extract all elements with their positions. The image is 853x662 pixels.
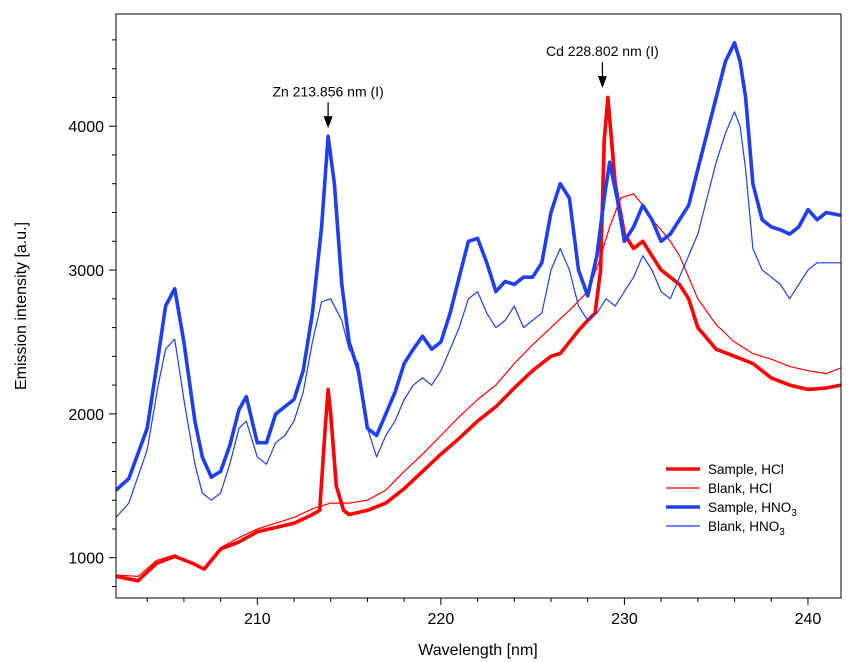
annotations: Zn 213.856 nm (I) Cd 228.802 nm (I) xyxy=(272,43,659,129)
plot-frame xyxy=(115,13,842,599)
legend-label: Blank, HNO3 xyxy=(708,519,785,538)
legend-item-blank-hcl: Blank, HCl xyxy=(666,481,772,496)
legend: Sample, HCl Blank, HCl Sample, HNO3Blank, … xyxy=(666,462,797,538)
peak-annotation-label: Zn 213.856 nm (I) xyxy=(272,83,383,99)
x-tick-label: 220 xyxy=(428,611,455,628)
y-tick-label: 4000 xyxy=(68,119,104,136)
x-axis-label: Wavelength [nm] xyxy=(418,642,537,659)
y-axis-label: Emission intensity [a.u.] xyxy=(13,222,30,390)
x-tick-label: 210 xyxy=(244,611,271,628)
y-tick-label: 3000 xyxy=(68,263,104,280)
axis-ticks: 210 220 230 240 1000 2000 3000 4000 xyxy=(68,39,822,628)
series-line-sample-hno3 xyxy=(116,41,841,492)
series-line-blank-hcl xyxy=(116,193,841,577)
series-line-blank-hno3 xyxy=(116,111,841,518)
x-tick-label: 230 xyxy=(611,611,638,628)
legend-label: Blank, HCl xyxy=(708,481,772,496)
peak-annotation: Zn 213.856 nm (I) xyxy=(272,83,384,129)
legend-item-sample-hcl: Sample, HCl xyxy=(666,462,784,477)
legend-item-blank-hno3: Blank, HNO3 xyxy=(666,519,785,538)
legend-label: Sample, HNO3 xyxy=(708,500,797,519)
series-line-sample-hcl xyxy=(116,95,841,583)
x-tick-label: 240 xyxy=(795,611,822,628)
legend-item-sample-hno3: Sample, HNO3 xyxy=(666,500,797,519)
arrow-head-icon xyxy=(597,75,607,88)
y-tick-label: 1000 xyxy=(68,551,104,568)
legend-label: Sample, HCl xyxy=(708,462,784,477)
series-lines xyxy=(116,41,841,583)
y-tick-label: 2000 xyxy=(68,407,104,424)
peak-annotation-label: Cd 228.802 nm (I) xyxy=(546,43,659,59)
arrow-head-icon xyxy=(323,116,333,129)
peak-annotation: Cd 228.802 nm (I) xyxy=(546,43,659,88)
